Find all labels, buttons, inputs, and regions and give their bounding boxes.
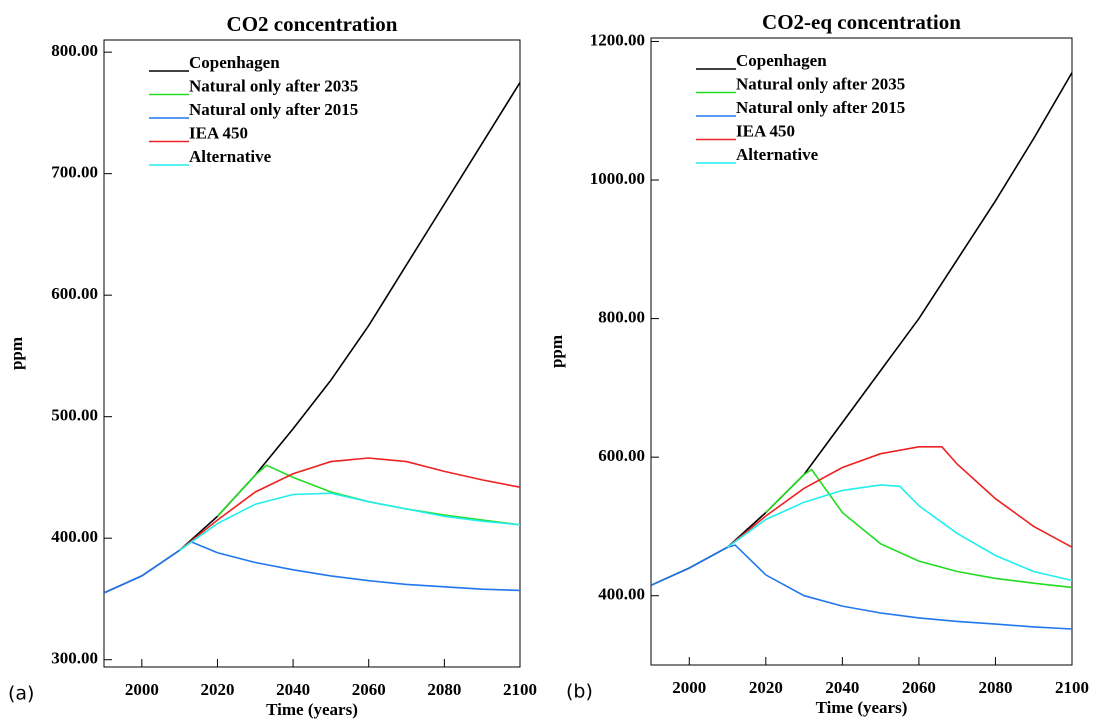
y-axis-label: ppm [547, 335, 566, 368]
series-line [726, 446, 1073, 548]
y-tick-label: 800.00 [51, 41, 98, 60]
series-line [179, 492, 521, 551]
y-tick-label: 400.00 [598, 585, 645, 604]
y-tick-label: 400.00 [51, 527, 98, 546]
series-line [103, 540, 521, 594]
chart-title: CO2-eq concentration [762, 10, 961, 34]
x-tick-label: 2020 [749, 678, 783, 697]
y-tick-label: 1000.00 [590, 169, 645, 188]
x-tick-label: 2060 [352, 680, 386, 699]
legend-label: IEA 450 [736, 121, 795, 140]
y-tick-label: 300.00 [51, 649, 98, 668]
series-line [179, 457, 521, 551]
legend-label: Natural only after 2015 [736, 98, 905, 117]
legend-label: Natural only after 2015 [189, 100, 358, 119]
panel-label: (a) [8, 683, 34, 705]
x-tick-label: 2080 [978, 678, 1012, 697]
x-tick-label: 2100 [503, 680, 537, 699]
x-tick-label: 2000 [672, 678, 706, 697]
legend-label: Copenhagen [189, 53, 280, 72]
x-tick-label: 2060 [902, 678, 936, 697]
legend-label: Copenhagen [736, 51, 827, 70]
y-tick-label: 800.00 [598, 307, 645, 326]
series-line [727, 484, 1073, 582]
y-tick-label: 600.00 [51, 284, 98, 303]
series-line [216, 464, 521, 526]
plot-frame [650, 37, 1073, 666]
y-tick-label: 600.00 [598, 446, 645, 465]
x-tick-label: 2000 [125, 680, 159, 699]
plot-frame [103, 39, 521, 668]
y-axis-label: ppm [7, 337, 26, 370]
x-axis-label: Time (years) [266, 700, 358, 719]
y-tick-label: 700.00 [51, 163, 98, 182]
chart-title: CO2 concentration [227, 12, 398, 36]
legend-label: Natural only after 2035 [736, 74, 905, 93]
x-tick-label: 2040 [276, 680, 310, 699]
series-line [650, 544, 1073, 630]
panel-label: (b) [566, 681, 593, 703]
x-tick-label: 2100 [1055, 678, 1089, 697]
legend-label: Alternative [189, 147, 272, 166]
legend-label: Alternative [736, 145, 819, 164]
x-axis-label: Time (years) [816, 698, 908, 717]
legend-label: Natural only after 2035 [189, 76, 358, 95]
x-tick-label: 2080 [427, 680, 461, 699]
y-tick-label: 500.00 [51, 406, 98, 425]
y-tick-label: 1200.00 [590, 30, 645, 49]
legend-label: IEA 450 [189, 123, 248, 142]
x-tick-label: 2020 [200, 680, 234, 699]
x-tick-label: 2040 [825, 678, 859, 697]
series-line [765, 468, 1073, 589]
